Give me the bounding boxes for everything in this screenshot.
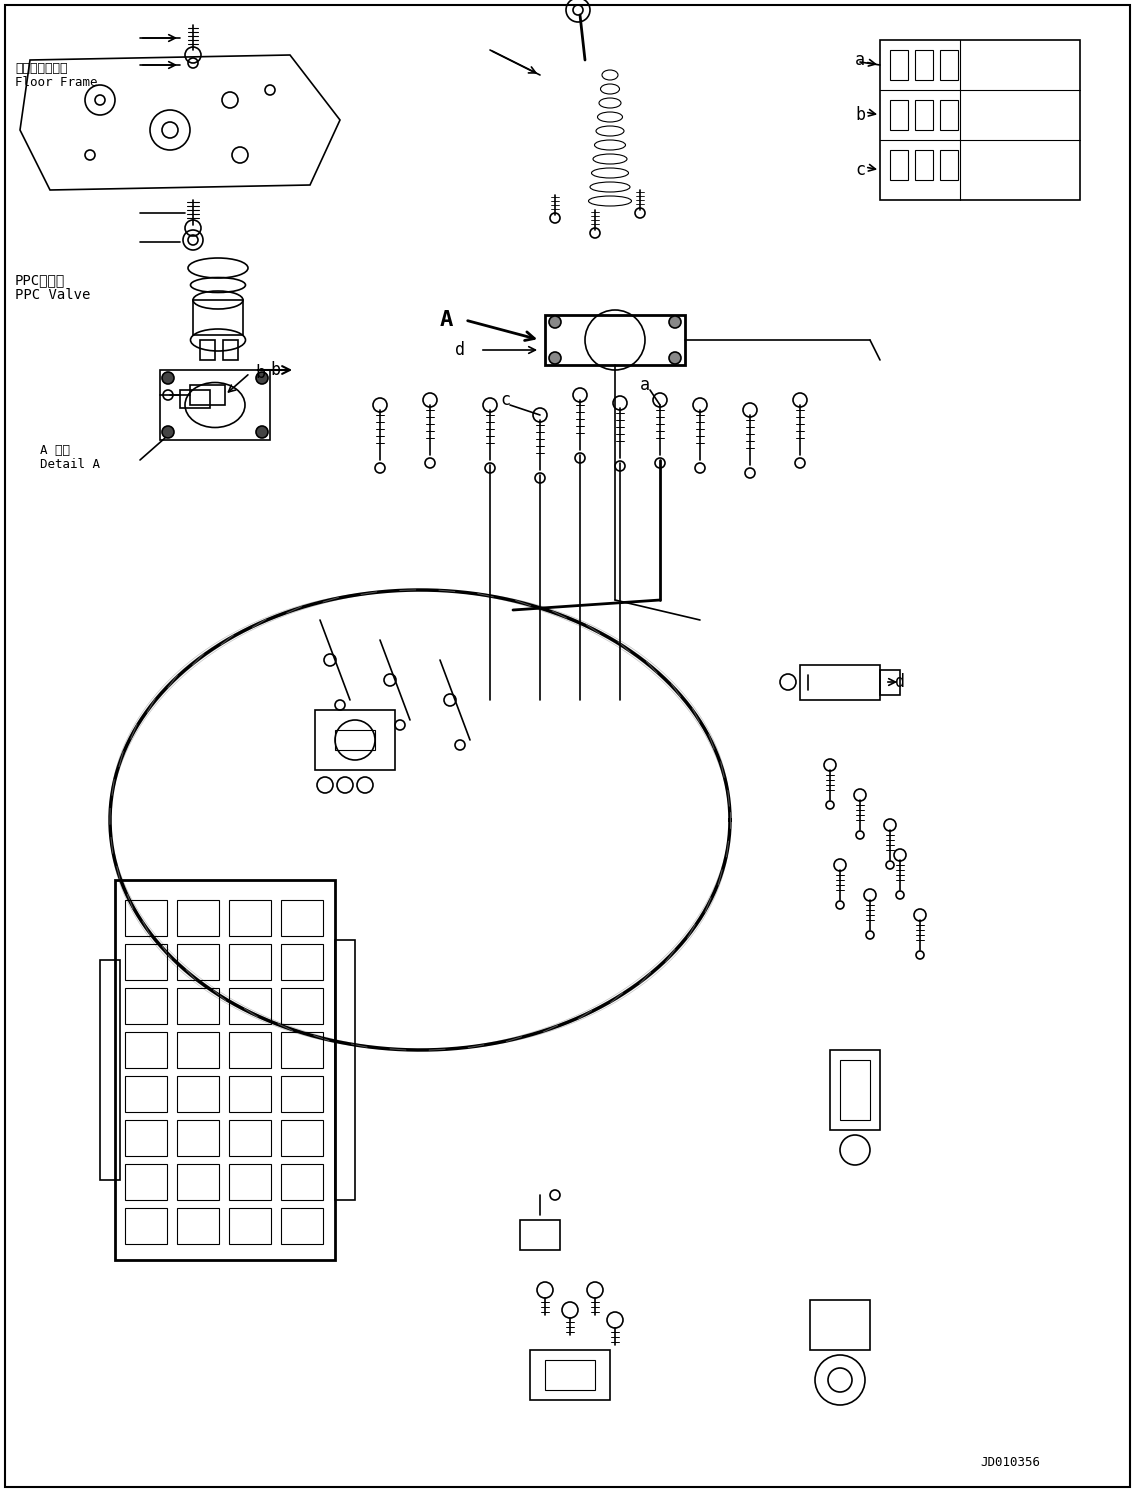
Bar [915,151,933,181]
Bar [281,1032,323,1068]
Bar [177,988,219,1024]
Circle shape [257,427,268,439]
Bar [229,1209,271,1244]
Bar [177,1209,219,1244]
Bar [880,40,1081,200]
Bar [890,151,908,181]
Text: JD010356: JD010356 [980,1456,1040,1468]
Bar [520,1220,560,1250]
Circle shape [669,316,681,328]
Bar [100,959,120,1180]
Text: Floor Frame: Floor Frame [15,76,98,90]
Bar [915,100,933,130]
Bar [125,944,167,980]
Bar [940,151,958,181]
Bar [915,51,933,81]
Bar [229,1120,271,1156]
Bar [940,100,958,130]
Bar [229,1164,271,1200]
Bar [229,944,271,980]
Bar [830,1050,880,1129]
Bar [335,730,375,750]
Text: d: d [896,673,905,691]
Bar [545,1361,595,1391]
Bar [281,988,323,1024]
Text: b: b [855,106,865,124]
Bar [281,1209,323,1244]
Text: a: a [855,51,865,69]
Text: c: c [501,391,510,409]
Bar [160,370,270,440]
Bar [193,300,243,336]
Text: PPC Valve: PPC Valve [15,288,91,301]
Bar [125,1032,167,1068]
Bar [180,389,210,407]
Bar [115,880,335,1261]
Bar [125,1164,167,1200]
Bar [316,710,395,770]
Bar [810,1300,871,1350]
Text: A 詳細: A 詳細 [40,443,70,457]
Bar [125,900,167,935]
Text: a: a [640,376,650,394]
Bar [177,900,219,935]
Bar [125,988,167,1024]
Bar [200,340,215,360]
Text: b: b [270,361,280,379]
Circle shape [549,316,561,328]
Bar [177,944,219,980]
Circle shape [162,427,174,439]
Bar [281,1120,323,1156]
Bar [281,1164,323,1200]
Bar [125,1209,167,1244]
Bar [229,1032,271,1068]
Bar [177,1164,219,1200]
Bar [890,100,908,130]
Bar [177,1032,219,1068]
Bar [940,51,958,81]
Bar [281,900,323,935]
Text: PPCバルブ: PPCバルブ [15,273,65,286]
Bar [229,988,271,1024]
Bar [125,1120,167,1156]
Bar [530,1350,609,1399]
Circle shape [257,372,268,383]
Bar [177,1120,219,1156]
Text: b: b [255,364,264,382]
Text: d: d [455,342,465,360]
Circle shape [162,372,174,383]
Bar [229,1076,271,1112]
Bar [177,1076,219,1112]
Text: フロアフレーム: フロアフレーム [15,61,67,75]
Bar [880,670,900,695]
Circle shape [669,352,681,364]
Text: c: c [855,161,865,179]
Bar [890,51,908,81]
Bar [800,665,880,700]
Bar [125,1076,167,1112]
Bar [281,1076,323,1112]
Bar [229,900,271,935]
Bar [840,1059,871,1120]
Bar [545,315,686,366]
Bar [335,940,355,1200]
Bar [222,340,238,360]
Text: Detail A: Detail A [40,458,100,471]
Circle shape [549,352,561,364]
Bar [281,944,323,980]
Bar [190,385,225,404]
Text: A: A [440,310,453,330]
